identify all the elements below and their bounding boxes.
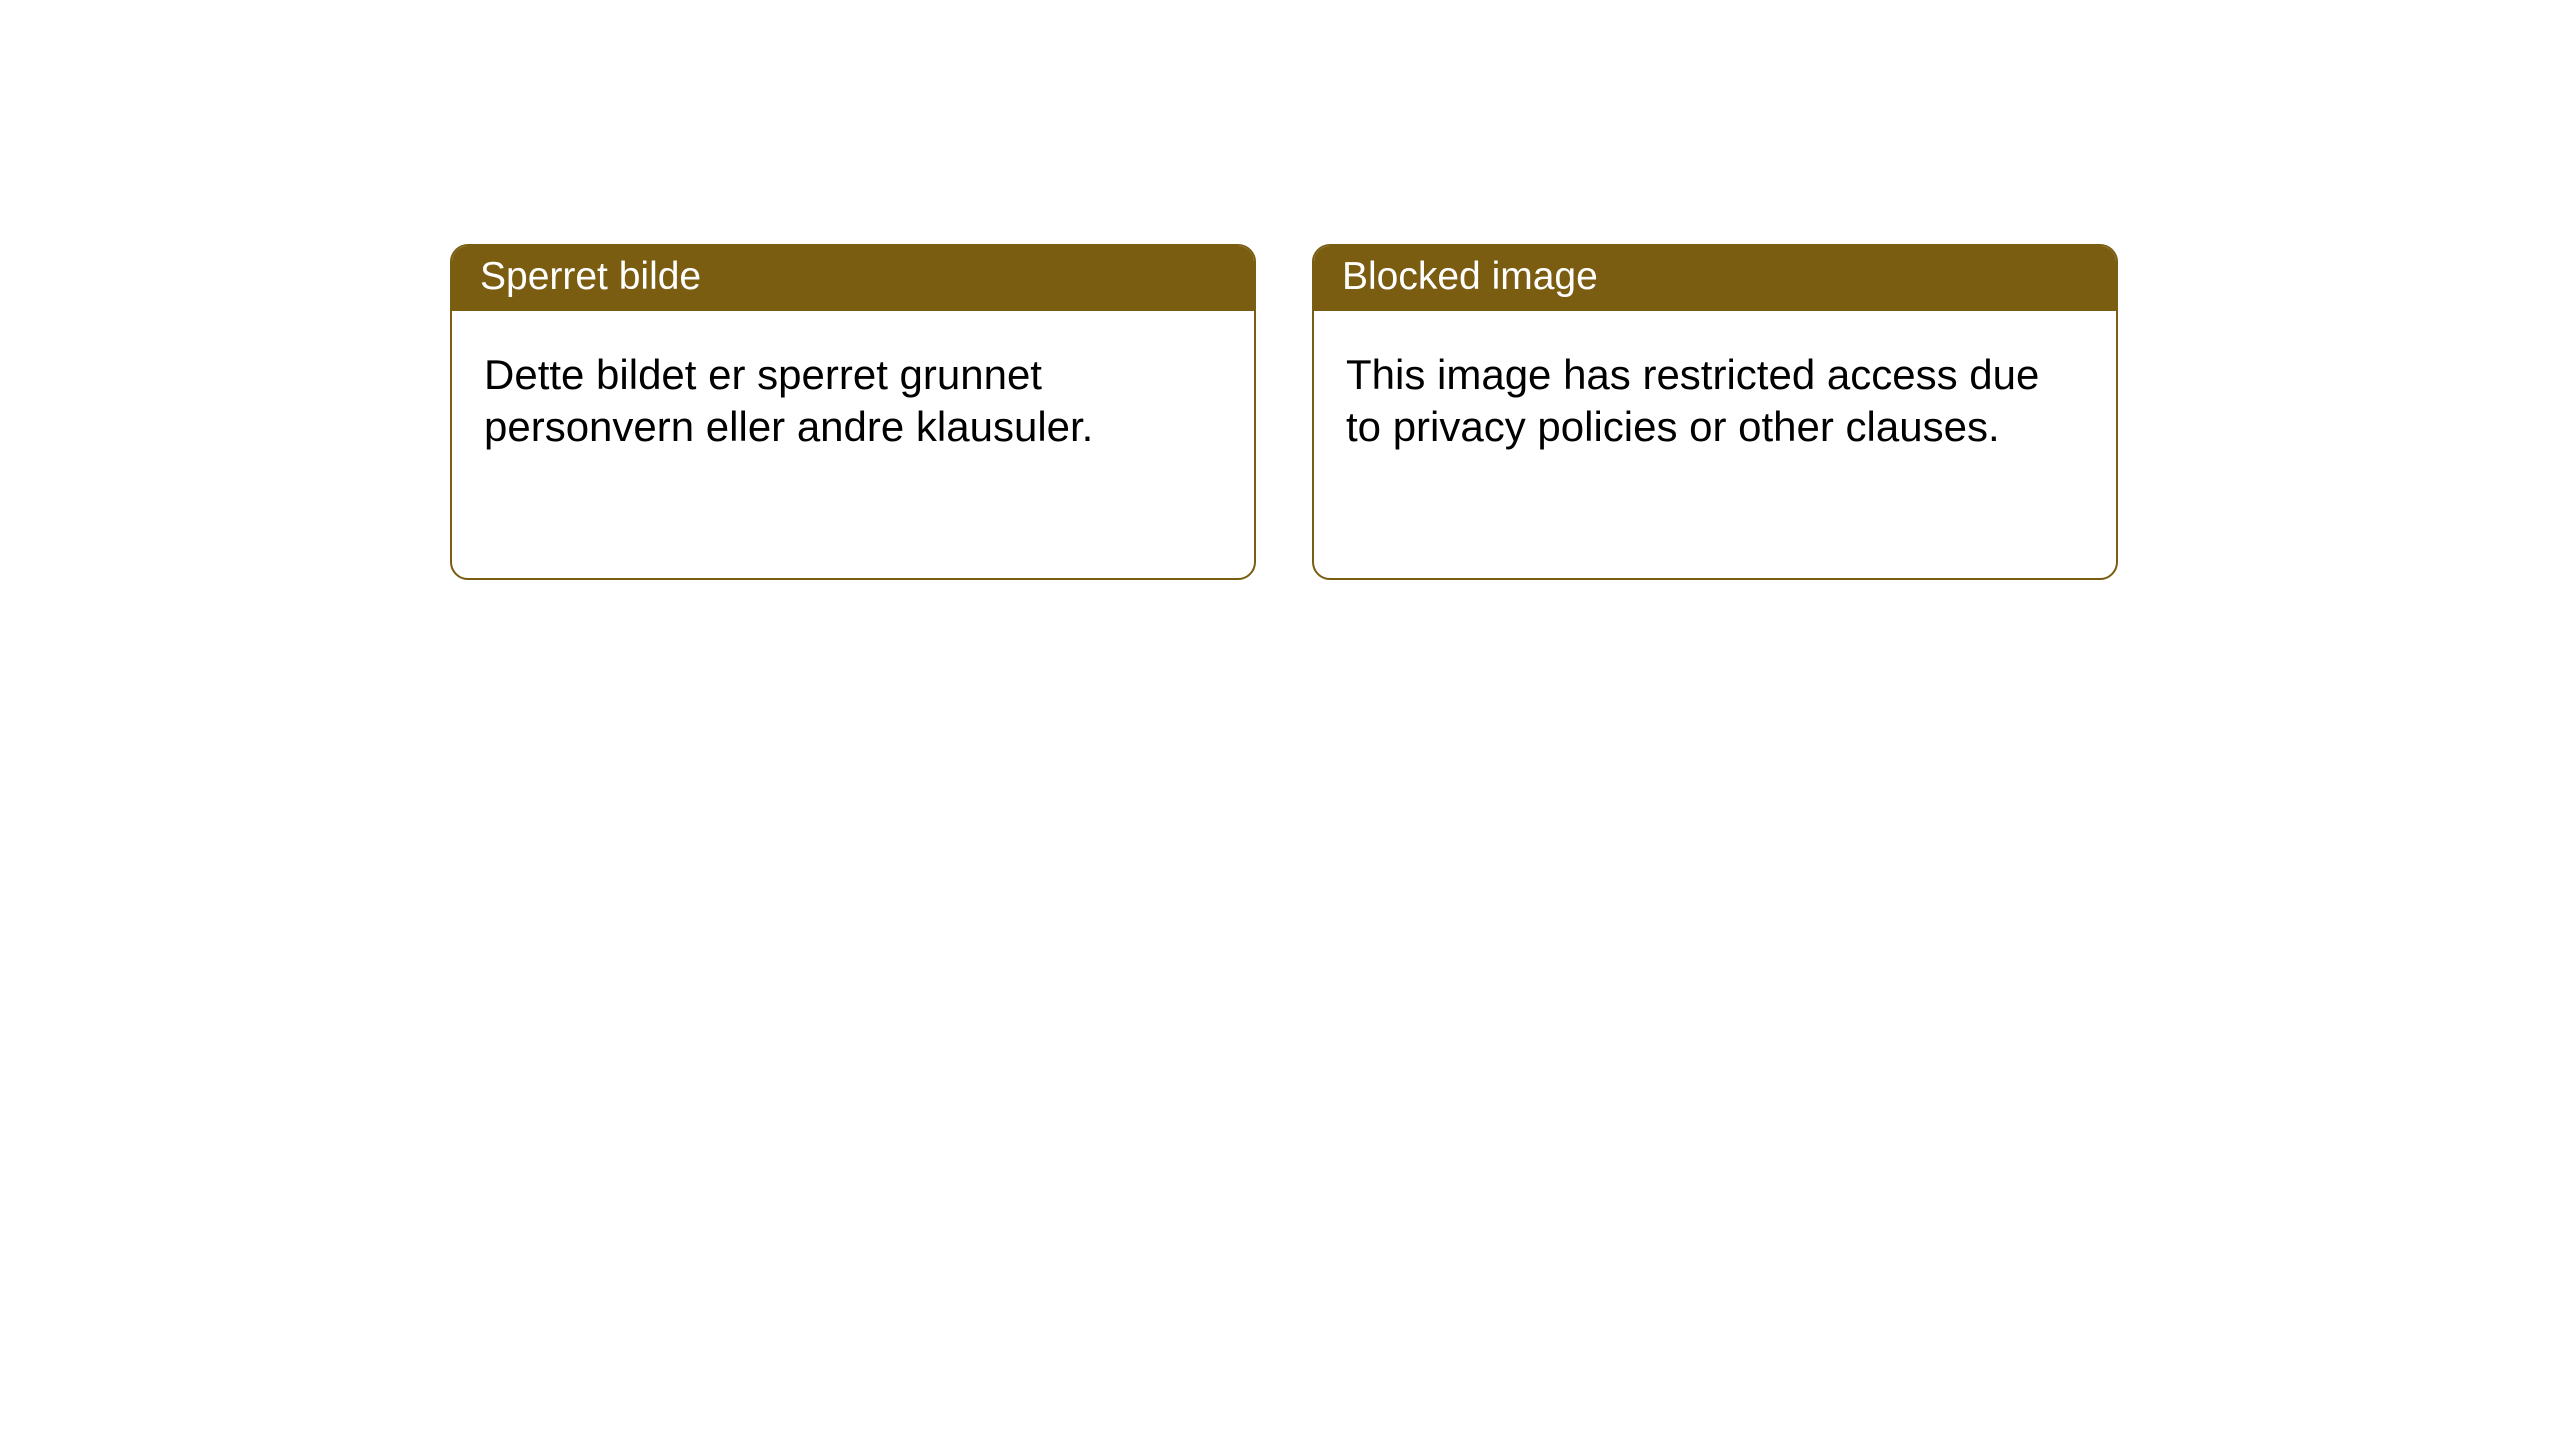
notice-container: Sperret bilde Dette bildet er sperret gr… (0, 0, 2560, 580)
notice-header: Blocked image (1314, 246, 2116, 311)
notice-body: This image has restricted access due to … (1314, 311, 2116, 492)
notice-body: Dette bildet er sperret grunnet personve… (452, 311, 1254, 492)
notice-card-english: Blocked image This image has restricted … (1312, 244, 2118, 580)
notice-card-norwegian: Sperret bilde Dette bildet er sperret gr… (450, 244, 1256, 580)
notice-header: Sperret bilde (452, 246, 1254, 311)
